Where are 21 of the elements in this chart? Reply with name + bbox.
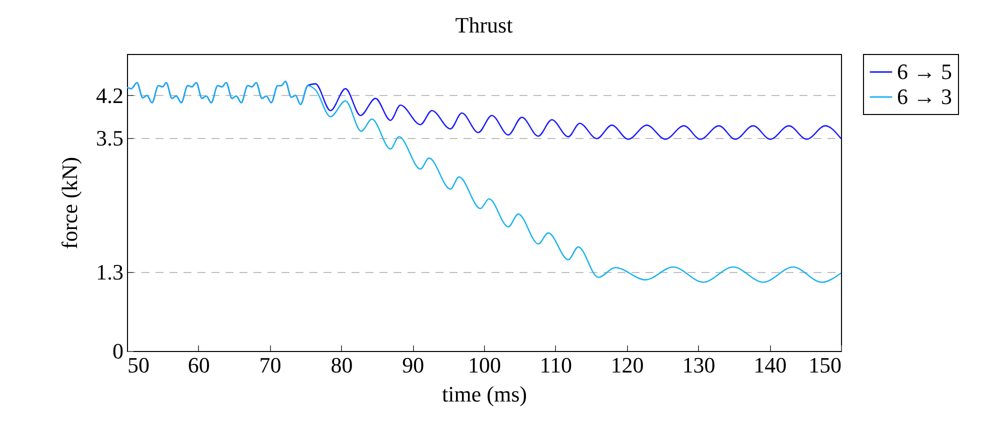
x-tick-label: 100	[468, 352, 501, 378]
x-tick-label: 50	[128, 352, 150, 378]
x-tick-label: 80	[330, 352, 353, 378]
line-series	[127, 80, 841, 283]
y-tick-label: 4.2	[96, 82, 124, 108]
y-axis-title: force (kN)	[57, 156, 82, 250]
x-tick-label: 130	[682, 352, 716, 378]
x-tick-label: 70	[259, 352, 282, 378]
chart-title: Thrust	[455, 12, 513, 38]
x-tick-label: 140	[754, 352, 787, 378]
x-tick-label: 120	[610, 352, 644, 378]
x-tick-label: 60	[188, 352, 210, 378]
y-tick-label: 0	[112, 338, 124, 364]
x-axis-title: time (ms)	[442, 382, 527, 406]
y-tick-label: 1.3	[96, 259, 124, 284]
x-tick-label: 110	[540, 352, 572, 378]
legend-label: 6 → 3	[897, 84, 952, 109]
x-tick-label: 150	[808, 352, 842, 378]
y-tick-label: 3.5	[96, 125, 124, 150]
legend-label: 6 → 5	[897, 59, 952, 84]
x-tick-label: 90	[402, 352, 424, 378]
